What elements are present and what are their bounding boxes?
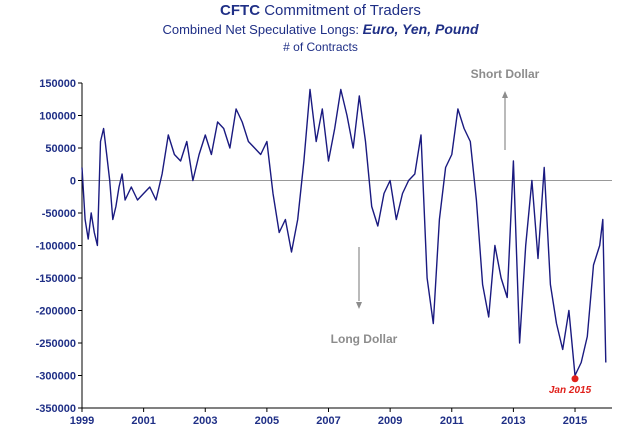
y-tick-label: 150000 <box>39 78 76 90</box>
y-tick-label: 100000 <box>39 111 76 123</box>
x-tick-label: 2013 <box>501 415 525 427</box>
y-tick-label: -150000 <box>36 273 76 285</box>
x-tick-label: 2011 <box>440 415 464 427</box>
x-tick-label: 2003 <box>193 415 217 427</box>
x-axis: 1999 2001 2003 2005 2007 2009 2011 2013 2015 <box>70 408 612 427</box>
y-tick-label: -250000 <box>36 338 76 350</box>
x-tick-label: 2005 <box>255 415 279 427</box>
x-tick-label: 2007 <box>316 415 340 427</box>
x-tick-label: 2001 <box>131 415 155 427</box>
y-tick-label: -200000 <box>36 306 76 318</box>
y-tick-label: -350000 <box>36 403 76 415</box>
y-tick-label: -100000 <box>36 241 76 253</box>
arrow-up-head <box>502 91 508 98</box>
annotation-short-dollar: Short Dollar <box>471 67 540 81</box>
y-tick-label: -300000 <box>36 371 76 383</box>
jan-2015-marker <box>572 375 579 382</box>
x-tick-label: 2009 <box>378 415 402 427</box>
x-tick-label: 2015 <box>563 415 587 427</box>
annotations: Short Dollar Long Dollar Jan 2015 <box>331 67 592 396</box>
arrow-down-head <box>356 302 362 309</box>
annotation-long-dollar: Long Dollar <box>331 332 398 346</box>
y-tick-label: 50000 <box>45 143 76 155</box>
x-tick-label: 1999 <box>70 415 94 427</box>
annotation-jan-2015: Jan 2015 <box>549 385 592 396</box>
y-tick-label: 0 <box>70 176 76 188</box>
y-axis: 150000 100000 50000 0 -50000 -100000 -150000 -2… <box>36 78 82 415</box>
y-tick-label: -50000 <box>42 208 76 220</box>
